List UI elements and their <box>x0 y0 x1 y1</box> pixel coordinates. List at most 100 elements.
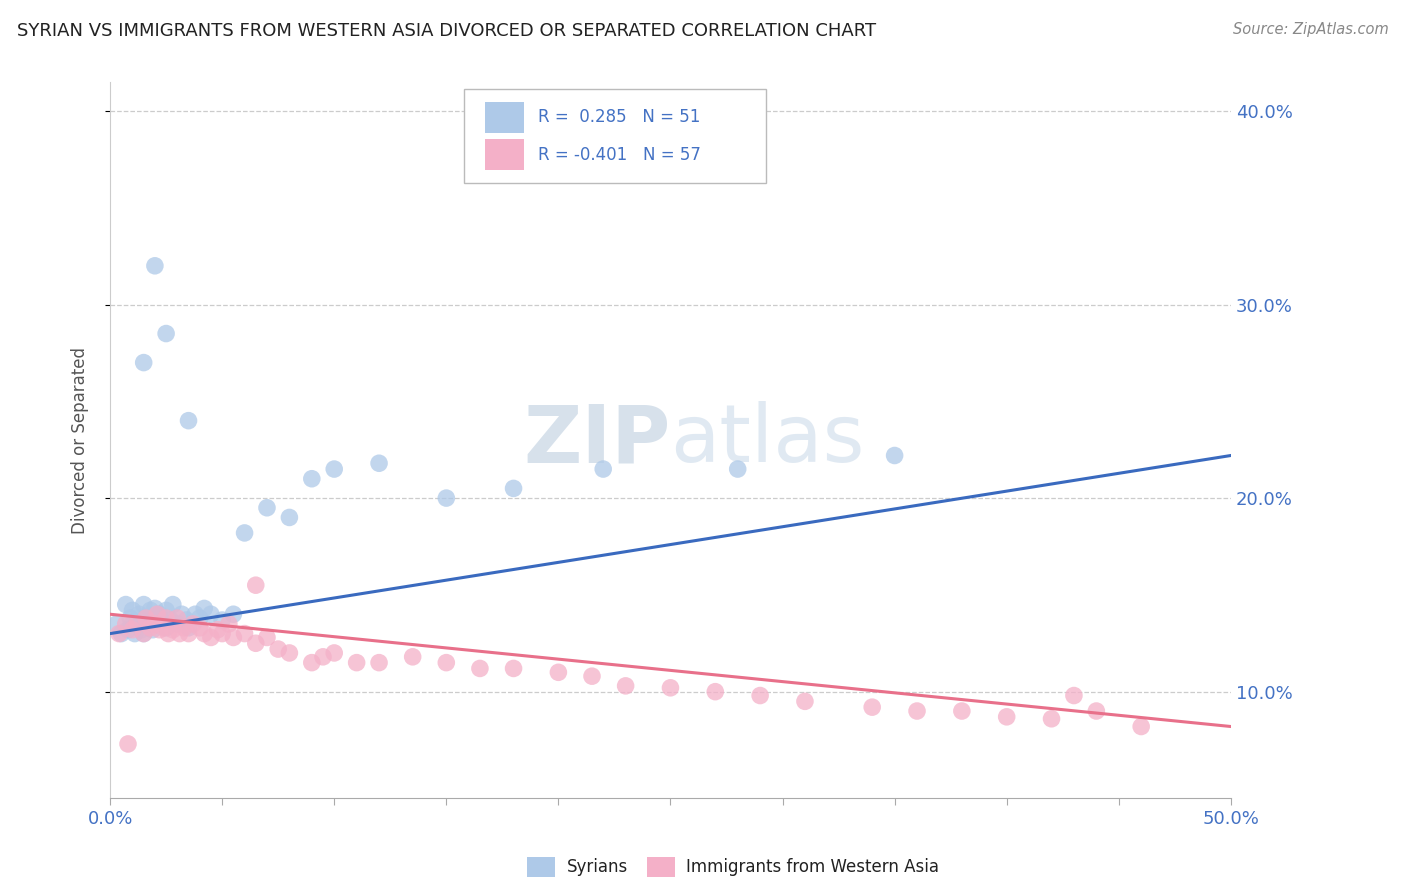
Point <box>434 491 457 505</box>
Point <box>188 621 211 635</box>
Point <box>166 611 188 625</box>
Point <box>132 355 155 369</box>
Point <box>502 661 524 675</box>
Point <box>146 607 169 622</box>
Point <box>132 598 155 612</box>
Point <box>105 616 128 631</box>
Point <box>117 737 139 751</box>
Point <box>124 626 146 640</box>
Text: Immigrants from Western Asia: Immigrants from Western Asia <box>686 858 939 876</box>
Point <box>166 616 188 631</box>
Point <box>301 472 323 486</box>
Point <box>136 616 159 631</box>
Point <box>143 616 166 631</box>
Point <box>207 623 229 637</box>
Point <box>434 656 457 670</box>
Point <box>502 482 524 496</box>
Point <box>200 607 222 622</box>
Point <box>153 621 176 635</box>
Point <box>117 623 139 637</box>
Point <box>162 598 184 612</box>
Point <box>188 611 211 625</box>
Point <box>256 500 278 515</box>
Point <box>312 649 335 664</box>
Point <box>150 616 173 631</box>
Point <box>108 626 131 640</box>
Point <box>211 626 233 640</box>
Point <box>278 646 301 660</box>
Point <box>950 704 973 718</box>
Point <box>110 626 132 640</box>
Point <box>659 681 682 695</box>
Point <box>193 601 215 615</box>
Point <box>177 621 200 635</box>
Point <box>174 613 197 627</box>
Point <box>614 679 637 693</box>
Point <box>143 601 166 615</box>
Point <box>245 578 267 592</box>
Point <box>125 616 148 631</box>
Point <box>157 626 180 640</box>
Point <box>139 603 162 617</box>
Text: ZIP: ZIP <box>523 401 671 479</box>
Point <box>121 603 143 617</box>
Point <box>148 607 170 622</box>
Point <box>173 621 195 635</box>
Point <box>139 621 162 635</box>
Point <box>581 669 603 683</box>
Point <box>142 623 165 637</box>
Point <box>155 621 177 635</box>
Point <box>143 616 166 631</box>
Point <box>177 414 200 428</box>
Point <box>169 626 191 640</box>
Point <box>233 626 256 640</box>
Point <box>222 631 245 645</box>
Point <box>704 684 727 698</box>
Text: Source: ZipAtlas.com: Source: ZipAtlas.com <box>1233 22 1389 37</box>
Point <box>162 623 184 637</box>
Point <box>181 616 204 631</box>
Text: R =  0.285   N = 51: R = 0.285 N = 51 <box>538 109 700 127</box>
Point <box>905 704 928 718</box>
Point <box>155 611 177 625</box>
Point <box>184 607 207 622</box>
Point <box>148 623 170 637</box>
Point <box>1085 704 1108 718</box>
Point <box>267 642 290 657</box>
Point <box>346 656 368 670</box>
Point <box>132 626 155 640</box>
Point <box>177 626 200 640</box>
Point <box>1040 712 1063 726</box>
Point <box>131 623 153 637</box>
Point <box>883 449 905 463</box>
Point <box>860 700 883 714</box>
Text: SYRIAN VS IMMIGRANTS FROM WESTERN ASIA DIVORCED OR SEPARATED CORRELATION CHART: SYRIAN VS IMMIGRANTS FROM WESTERN ASIA D… <box>17 22 876 40</box>
Point <box>402 649 425 664</box>
Point <box>794 694 817 708</box>
Point <box>200 631 222 645</box>
Point <box>323 462 346 476</box>
Point <box>159 613 181 627</box>
Text: R = -0.401   N = 57: R = -0.401 N = 57 <box>538 145 702 163</box>
Point <box>1130 719 1153 733</box>
Point <box>368 456 391 470</box>
Point <box>211 613 233 627</box>
Point <box>222 607 245 622</box>
Text: atlas: atlas <box>671 401 865 479</box>
Point <box>592 462 614 476</box>
Point <box>114 598 136 612</box>
Y-axis label: Divorced or Separated: Divorced or Separated <box>72 346 89 533</box>
Point <box>727 462 749 476</box>
Point <box>749 689 772 703</box>
Point <box>1063 689 1085 703</box>
Point <box>233 525 256 540</box>
Point <box>155 603 177 617</box>
Point <box>193 626 215 640</box>
Point <box>547 665 569 680</box>
Point <box>135 611 157 625</box>
Point <box>368 656 391 670</box>
Point <box>245 636 267 650</box>
Point <box>128 607 150 622</box>
Point <box>995 710 1018 724</box>
Point <box>278 510 301 524</box>
